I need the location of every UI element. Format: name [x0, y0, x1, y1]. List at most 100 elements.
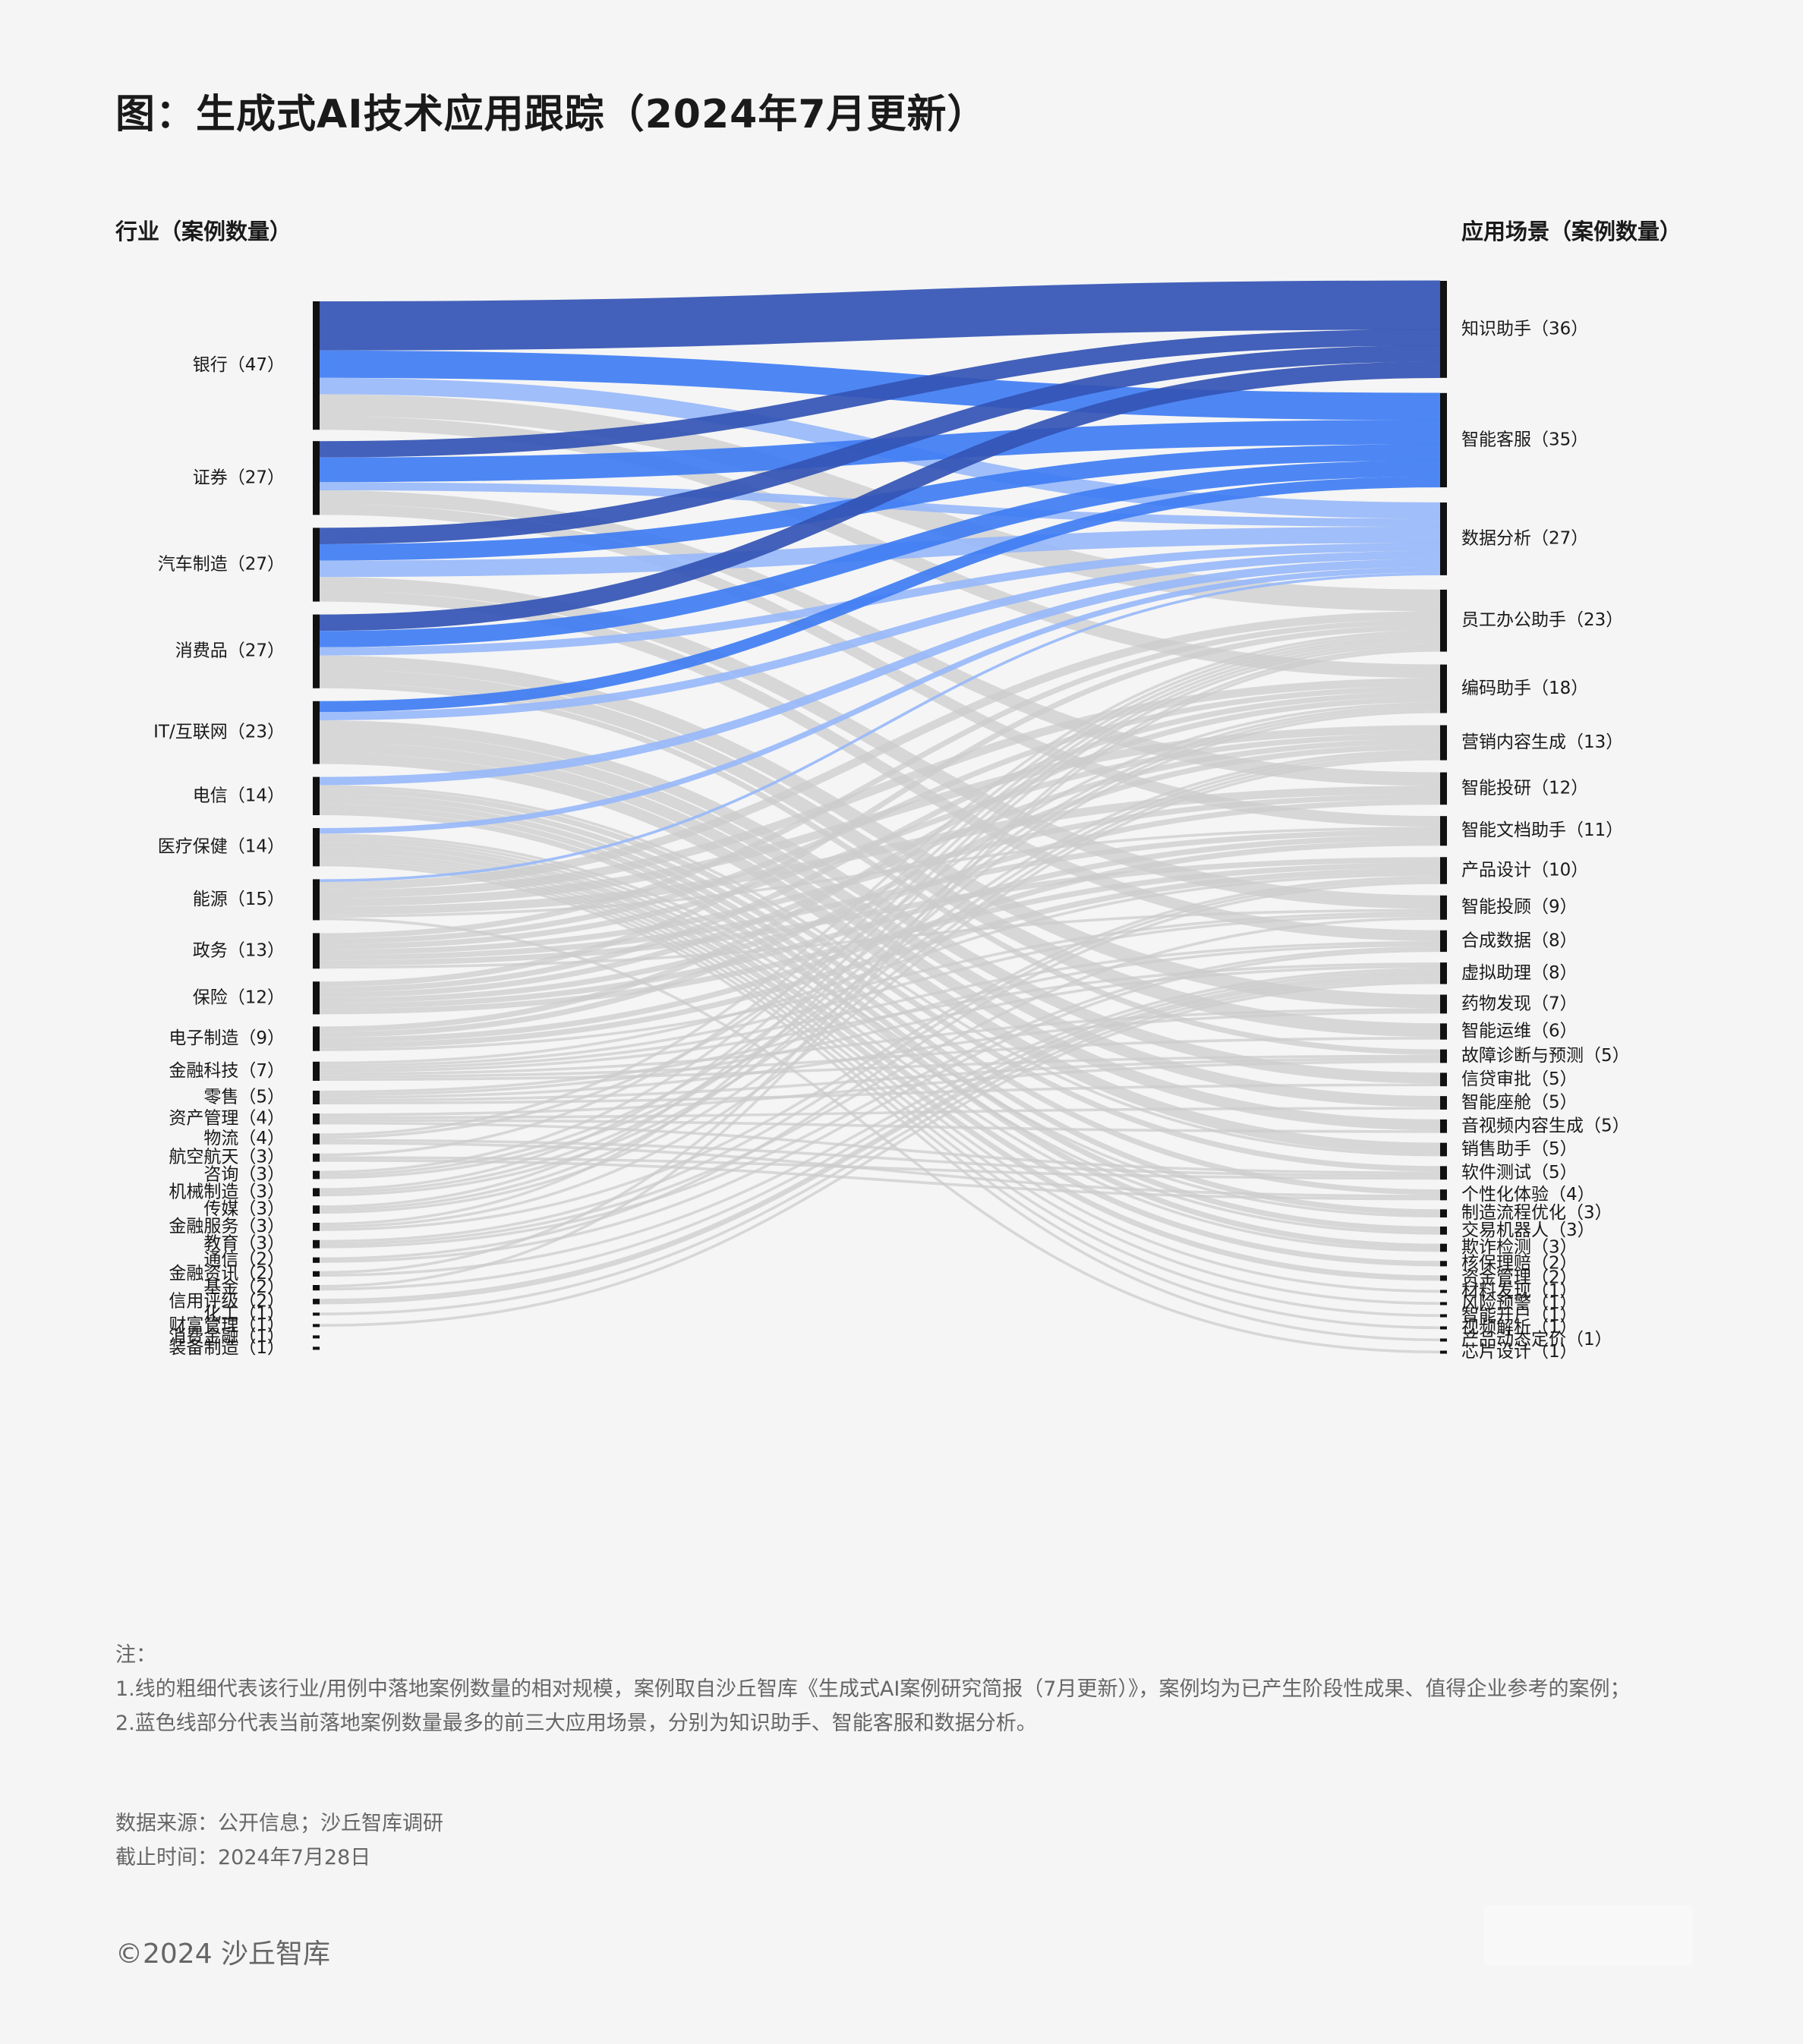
left-node-bar-13	[313, 1113, 320, 1125]
notes-line-1: 1.线的粗细代表该行业/用例中落地案例数量的相对规模，案例取自沙丘智库《生成式A…	[115, 1677, 1631, 1701]
left-node-label-22: 金融资讯（2）	[169, 1264, 285, 1283]
link-24-11	[319, 975, 1441, 1305]
left-node-label-26: 财富管理（1）	[169, 1315, 285, 1335]
chart-title: 图：生成式AI技术应用跟踪（2024年7月更新）	[115, 92, 988, 137]
left-node-label-19: 金融服务（3）	[169, 1217, 285, 1236]
link-11-14	[319, 1054, 1441, 1081]
link-14-3	[319, 630, 1441, 1136]
link-16-3	[319, 635, 1441, 1174]
left-node-bar-18	[313, 1205, 320, 1214]
link-25-11	[319, 978, 1441, 1315]
left-node-label-11: 金融科技（7）	[169, 1061, 285, 1081]
link-19-8	[319, 876, 1441, 1231]
left-node-label-4: IT/互联网（23）	[153, 723, 285, 742]
left-node-label-13: 资产管理（4）	[169, 1109, 285, 1129]
link-22-3	[319, 646, 1441, 1274]
left-node-label-9: 保险（12）	[193, 987, 285, 1007]
right-node-label-2: 数据分析（27）	[1461, 528, 1588, 548]
link-12-11	[319, 965, 1441, 1097]
link-26-11	[319, 981, 1441, 1327]
left-node-bar-3	[313, 614, 320, 688]
notes-heading: 注：	[115, 1643, 156, 1667]
left-node-bar-22	[313, 1271, 320, 1277]
link-4-1	[319, 476, 1441, 713]
link-9-6	[319, 799, 1441, 1003]
right-node-label-25: 资金管理（2）	[1461, 1268, 1578, 1287]
link-12-14	[319, 1057, 1441, 1102]
link-16-4	[319, 704, 1441, 1176]
left-node-bar-17	[313, 1188, 320, 1197]
link-3-12	[319, 655, 1441, 1009]
left-node-bar-27	[313, 1335, 320, 1339]
right-node-bar-26	[1440, 1290, 1447, 1293]
right-node-bar-2	[1440, 502, 1447, 575]
left-node-label-1: 证券（27）	[193, 468, 285, 487]
right-node-bar-4	[1440, 664, 1447, 713]
right-node-bar-25	[1440, 1275, 1447, 1281]
link-11-10	[319, 940, 1441, 1070]
link-18-5	[319, 754, 1441, 1214]
left-node-bar-11	[313, 1061, 320, 1081]
link-8-3	[319, 619, 1441, 939]
link-23-11	[319, 970, 1441, 1291]
left-node-label-7: 能源（15）	[193, 890, 285, 909]
right-node-label-0: 知识助手（36）	[1461, 319, 1588, 339]
left-node-bar-16	[313, 1170, 320, 1179]
right-node-label-30: 产品动态定价（1）	[1461, 1330, 1612, 1350]
link-7-31	[319, 917, 1441, 1354]
link-14-4	[319, 702, 1441, 1139]
right-node-bar-28	[1440, 1314, 1447, 1318]
link-5-2	[319, 559, 1441, 786]
right-node-label-12: 药物发现（7）	[1461, 994, 1578, 1013]
link-10-4	[319, 697, 1441, 1032]
left-node-label-15: 航空航天（3）	[169, 1148, 285, 1167]
link-3-0	[319, 361, 1441, 631]
left-node-bar-4	[313, 701, 320, 764]
link-13-16	[319, 1107, 1441, 1120]
left-node-bar-25	[313, 1312, 320, 1316]
right-node-bar-27	[1440, 1302, 1447, 1305]
link-12-15	[319, 1083, 1441, 1104]
link-7-4	[319, 678, 1441, 899]
left-node-label-5: 电信（14）	[193, 786, 285, 805]
left-node-bar-8	[313, 933, 320, 969]
link-8-8	[319, 857, 1441, 966]
right-node-bar-13	[1440, 1023, 1447, 1040]
link-19-5	[319, 757, 1441, 1229]
left-node-label-24: 信用评级（2）	[169, 1291, 285, 1311]
right-node-bar-19	[1440, 1166, 1447, 1180]
right-node-label-16: 智能座舱（5）	[1461, 1093, 1578, 1113]
left-node-bar-1	[313, 441, 320, 515]
watermark-box	[1484, 1905, 1693, 1966]
notes: 注： 1.线的粗细代表该行业/用例中落地案例数量的相对规模，案例取自沙丘智库《生…	[115, 1638, 1694, 1740]
link-9-3	[319, 625, 1441, 987]
left-node-label-2: 汽车制造（27）	[158, 555, 285, 575]
right-node-label-28: 智能开户（1）	[1461, 1305, 1578, 1325]
right-node-label-11: 虚拟助理（8）	[1461, 963, 1578, 983]
left-node-label-0: 银行（47）	[193, 355, 285, 375]
link-13-17	[319, 1119, 1441, 1133]
right-column-header: 应用场景（案例数量）	[1461, 219, 1682, 244]
left-node-label-18: 传媒（3）	[203, 1199, 285, 1219]
link-15-19	[319, 1156, 1441, 1180]
right-node-label-7: 智能文档助手（11）	[1461, 820, 1623, 840]
left-node-label-21: 通信（2）	[203, 1250, 285, 1270]
source-info: 数据来源：公开信息；沙丘智库调研 截止时间：2024年7月28日	[115, 1806, 443, 1875]
left-node-bar-28	[313, 1346, 320, 1350]
link-3-1	[319, 460, 1441, 647]
left-node-label-10: 电子制造（9）	[169, 1028, 285, 1048]
left-node-label-27: 消费金融（1）	[169, 1327, 285, 1346]
link-15-3	[319, 632, 1441, 1157]
left-node-label-25: 化工（1）	[203, 1304, 285, 1324]
right-node-bar-23	[1440, 1243, 1447, 1252]
link-23-3	[319, 648, 1441, 1288]
link-9-4	[319, 691, 1441, 993]
left-node-label-3: 消费品（27）	[175, 641, 285, 661]
left-node-label-8: 政务（13）	[193, 940, 285, 960]
left-node-bar-2	[313, 528, 320, 602]
link-20-9	[319, 917, 1441, 1246]
links-top3	[319, 280, 1441, 882]
link-21-8	[319, 881, 1441, 1261]
left-node-bar-23	[313, 1285, 320, 1291]
right-node-label-6: 智能投研（12）	[1461, 778, 1588, 798]
